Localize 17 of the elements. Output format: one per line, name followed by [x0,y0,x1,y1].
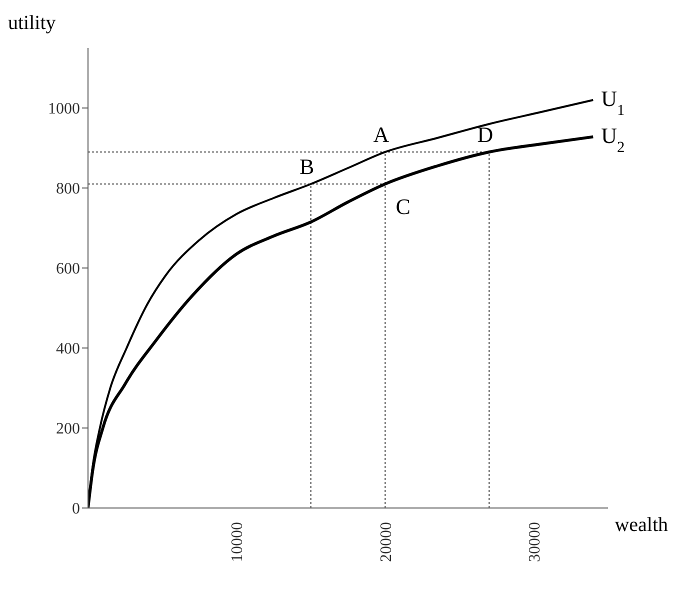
y-tick-label: 600 [56,260,80,278]
annotation: D [477,122,494,147]
y-tick-label: 400 [56,340,80,358]
x-tick-label: 10000 [229,522,246,562]
y-tick-label: 0 [72,500,80,518]
y-tick-label: 800 [56,180,80,198]
y-tick-label: 200 [56,420,80,438]
annotation: B [300,154,314,179]
x-axis-title: wealth [614,514,668,537]
y-tick-label: 1000 [48,100,80,118]
y-axis-title: utility [8,12,56,35]
annotation: C [396,194,410,219]
annotation: A [373,122,390,147]
x-tick-label: 30000 [526,522,544,562]
series-label: U$_{1}$ [601,86,625,118]
series-label: U$_{2}$ [601,122,625,156]
x-tick-label: 20000 [378,522,395,562]
